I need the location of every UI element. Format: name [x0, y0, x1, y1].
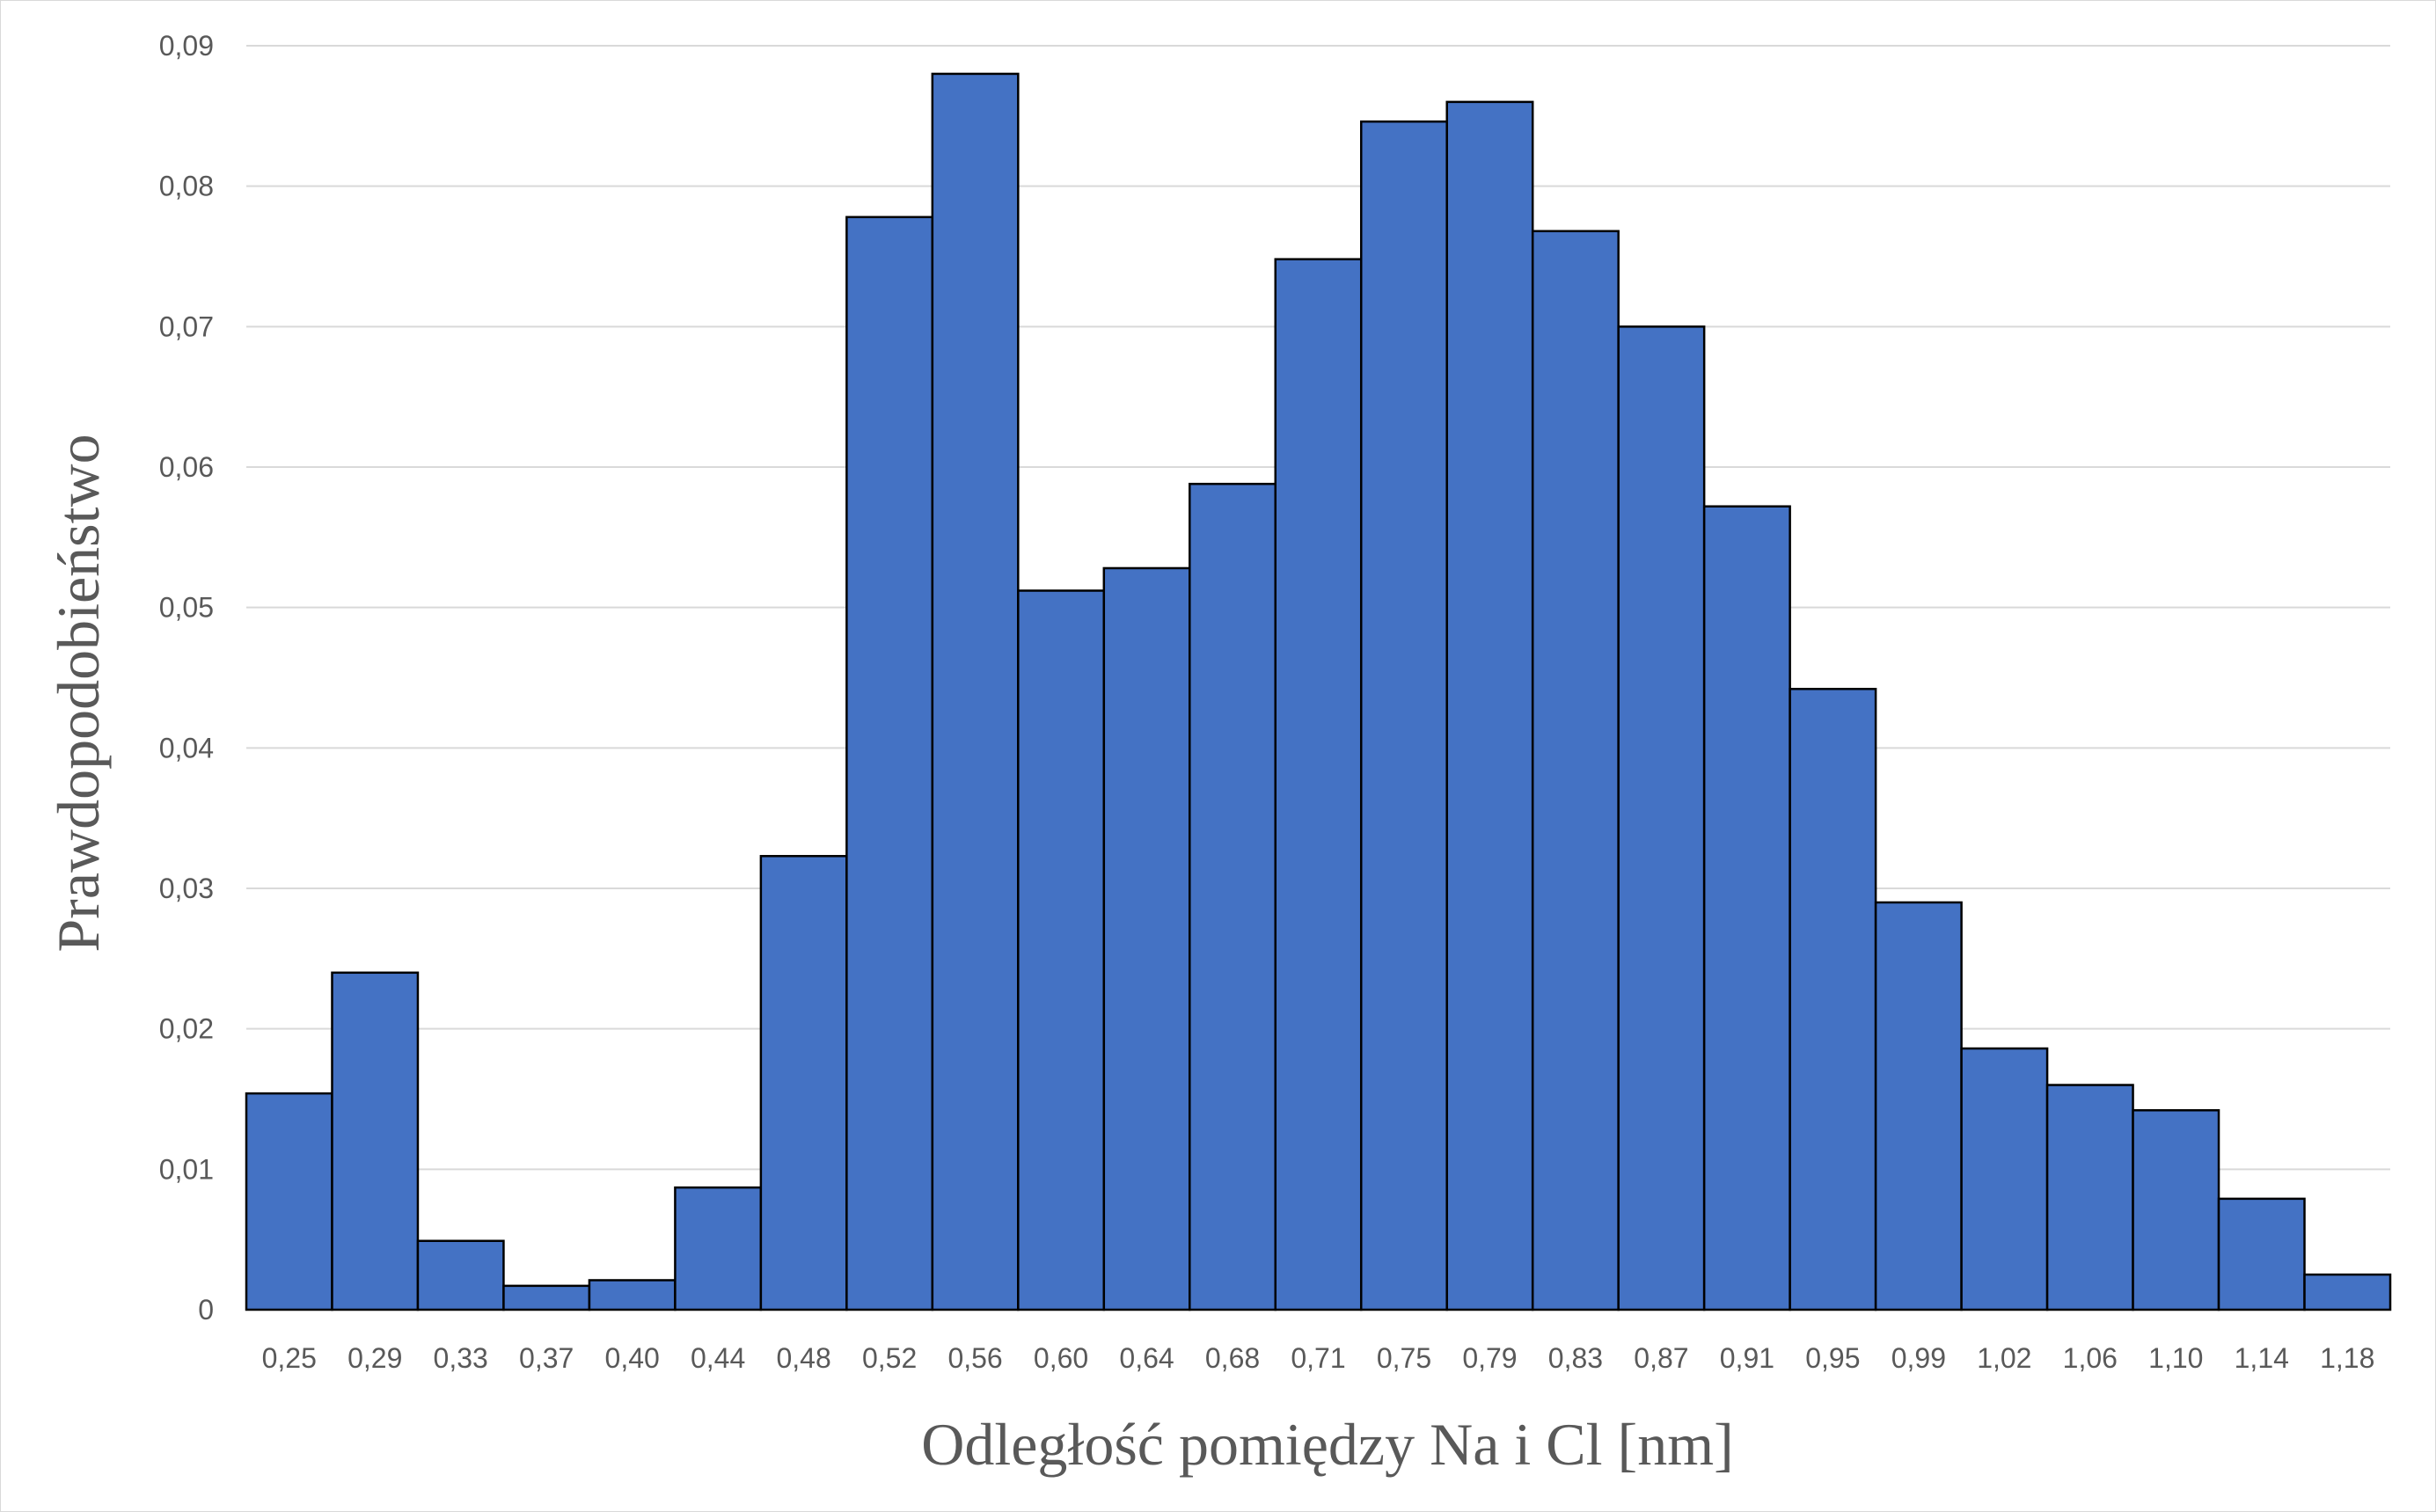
bar-0-71 [1274, 258, 1363, 1311]
x-axis-title: Odległość pomiędzy Na i Cl [nm] [921, 1411, 1733, 1478]
bar-0-75 [1359, 120, 1448, 1311]
x-tick-label: 0,33 [434, 1342, 488, 1374]
x-tick-label: 1,10 [2148, 1342, 2203, 1374]
x-tick-label: 0,75 [1377, 1342, 1431, 1374]
y-tick-label: 0,09 [159, 30, 214, 62]
bar-0-52 [845, 215, 934, 1311]
x-tick-label: 0,44 [691, 1342, 745, 1374]
bar-0-83 [1531, 230, 1620, 1311]
y-tick-label: 0,08 [159, 171, 214, 202]
bar-0-29 [331, 971, 420, 1311]
bar-1-18 [2303, 1273, 2392, 1311]
bar-0-91 [1702, 505, 1791, 1311]
x-tick-label: 0,68 [1205, 1342, 1260, 1374]
bar-0-40 [588, 1279, 677, 1311]
x-tick-label: 0,91 [1720, 1342, 1774, 1374]
bar-0-68 [1189, 482, 1277, 1311]
x-tick-label: 1,02 [1977, 1342, 2031, 1374]
x-tick-label: 0,64 [1119, 1342, 1174, 1374]
y-tick-label: 0,06 [159, 451, 214, 483]
x-axis-ticks: 0,25 0,29 0,33 0,37 0,40 0,44 0,48 0,52 0,56 0,60… [262, 1342, 2375, 1374]
y-tick-label: 0 [198, 1294, 214, 1326]
x-tick-label: 0,29 [347, 1342, 402, 1374]
x-tick-label: 0,83 [1548, 1342, 1603, 1374]
y-axis-title: Prawdopodobieństwo [45, 434, 112, 952]
y-tick-label: 0,05 [159, 592, 214, 624]
x-tick-label: 0,99 [1891, 1342, 1946, 1374]
bar-0-95 [1789, 688, 1877, 1311]
x-tick-label: 0,56 [947, 1342, 1002, 1374]
x-tick-label: 1,18 [2320, 1342, 2374, 1374]
y-tick-label: 0,02 [159, 1013, 214, 1045]
bar-0-25 [245, 1092, 333, 1311]
y-tick-label: 0,01 [159, 1153, 214, 1185]
bar-1-10 [2132, 1109, 2220, 1311]
bar-1-14 [2217, 1197, 2306, 1311]
x-tick-label: 0,79 [1462, 1342, 1517, 1374]
y-tick-label: 0,04 [159, 732, 214, 763]
bar-0-33 [416, 1239, 505, 1311]
bar-0-79 [1445, 100, 1534, 1311]
bar-0-64 [1102, 566, 1191, 1311]
x-tick-label: 0,71 [1291, 1342, 1345, 1374]
bar-0-60 [1017, 589, 1106, 1311]
y-tick-label: 0,03 [159, 873, 214, 904]
bar-0-48 [759, 855, 848, 1311]
bar-1-06 [2045, 1084, 2134, 1311]
bar-0-56 [931, 72, 1020, 1311]
x-tick-label: 1,14 [2235, 1342, 2289, 1374]
bars [245, 72, 2392, 1311]
bar-0-37 [502, 1284, 591, 1311]
x-tick-label: 0,87 [1634, 1342, 1688, 1374]
x-tick-label: 0,25 [262, 1342, 317, 1374]
x-tick-label: 0,60 [1034, 1342, 1088, 1374]
x-tick-label: 0,52 [862, 1342, 917, 1374]
bar-1-02 [1960, 1047, 2049, 1311]
x-tick-label: 1,06 [2063, 1342, 2118, 1374]
x-tick-label: 0,40 [605, 1342, 660, 1374]
x-tick-label: 0,48 [776, 1342, 830, 1374]
bar-0-87 [1617, 325, 1706, 1311]
bar-0-44 [674, 1186, 763, 1311]
y-tick-label: 0,07 [159, 310, 214, 342]
bar-0-99 [1874, 901, 1963, 1311]
y-axis-ticks: 0 0,01 0,02 0,03 0,04 0,05 0,06 0,07 0,08 0,09 [159, 30, 214, 1326]
x-tick-label: 0,95 [1805, 1342, 1860, 1374]
x-tick-label: 0,37 [519, 1342, 574, 1374]
